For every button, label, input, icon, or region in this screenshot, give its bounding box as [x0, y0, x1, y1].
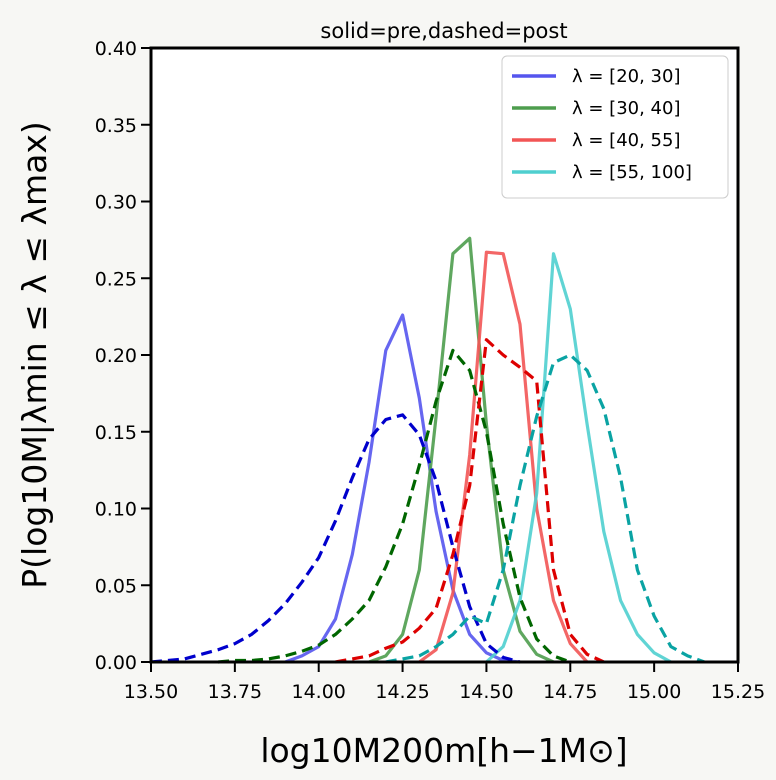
y-tick-label: 0.00 — [95, 652, 137, 674]
x-tick-label: 14.25 — [375, 681, 429, 703]
x-tick-label: 13.75 — [208, 681, 262, 703]
x-tick-label: 15.00 — [627, 681, 681, 703]
y-tick-label: 0.40 — [95, 38, 137, 60]
series-line-solid-0 — [284, 313, 521, 664]
y-tick-label: 0.35 — [95, 115, 137, 137]
y-tick-label: 0.05 — [95, 575, 137, 597]
y-tick-label: 0.15 — [95, 422, 137, 444]
legend-label: λ = [30, 40] — [572, 98, 680, 119]
series-layer — [150, 236, 706, 664]
y-tick-label: 0.30 — [95, 192, 137, 214]
y-tick-label: 0.20 — [95, 345, 137, 367]
y-axis-ticks: 0.00 0.05 0.10 0.15 0.20 0.25 0.30 0.35 0.40 — [95, 38, 151, 674]
legend-label: λ = [40, 55] — [572, 130, 680, 151]
series-line-solid-3 — [485, 252, 672, 664]
legend-label: λ = [55, 100] — [572, 162, 692, 183]
series-line-dashed-7 — [385, 353, 706, 664]
y-tick-label: 0.25 — [95, 268, 137, 290]
legend-box — [501, 55, 729, 199]
series-line-solid-1 — [368, 236, 555, 664]
x-tick-label: 15.25 — [711, 681, 765, 703]
x-axis-label: log10M200m[h−1M⊙] — [260, 731, 627, 770]
x-tick-label: 13.50 — [124, 681, 178, 703]
x-axis-ticks: 13.50 13.75 14.00 14.25 14.50 14.75 15.00 15.25 — [124, 662, 765, 703]
x-tick-label: 14.50 — [459, 681, 513, 703]
series-line-dashed-6 — [335, 338, 605, 664]
legend-label: λ = [20, 30] — [572, 66, 680, 87]
y-tick-label: 0.10 — [95, 499, 137, 521]
x-tick-label: 14.75 — [543, 681, 597, 703]
series-line-solid-2 — [418, 250, 589, 664]
x-tick-label: 14.00 — [292, 681, 346, 703]
chart-title: solid=pre,dashed=post — [320, 19, 567, 43]
y-axis-label: P(log10M|λmin ≤ λ ≤ λmax) — [15, 121, 54, 589]
series-line-dashed-5 — [217, 348, 571, 664]
legend: λ = [20, 30] λ = [30, 40] λ = [40, 55] λ = … — [501, 55, 729, 199]
series-line-dashed-4 — [150, 413, 521, 664]
